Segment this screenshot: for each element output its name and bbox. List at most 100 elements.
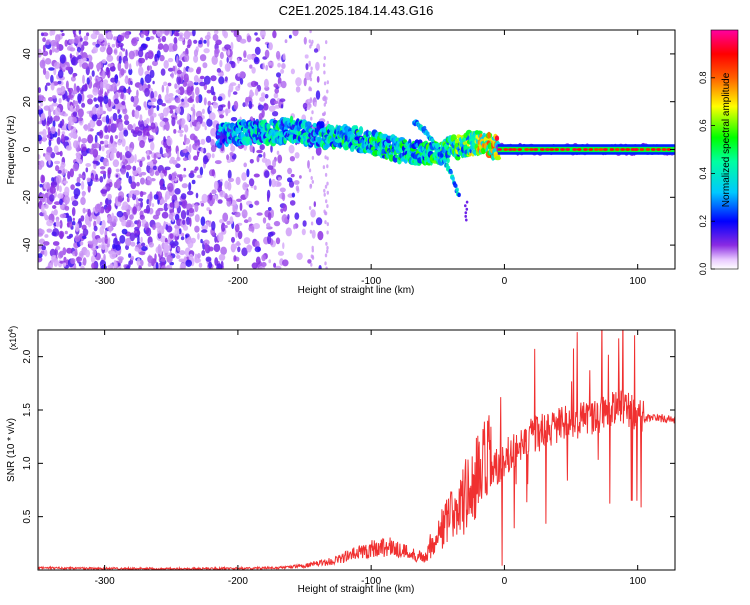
noise-blob [164, 244, 170, 253]
noise-blob [80, 196, 86, 206]
noise-blob [55, 165, 60, 172]
noise-blob [116, 178, 122, 186]
noise-blob [94, 77, 102, 82]
noise-blob [70, 258, 76, 265]
noise-blob [232, 91, 238, 95]
noise-blob [43, 249, 48, 257]
noise-blob [267, 194, 270, 203]
noise-blob [178, 250, 186, 256]
noise-blob [249, 144, 254, 153]
noise-blob [70, 104, 73, 113]
noise-blob [57, 193, 64, 199]
noise-blob [254, 200, 260, 206]
noise-blob [317, 230, 324, 241]
noise-blob [307, 160, 310, 169]
noise-blob [170, 156, 175, 161]
noise-blob [136, 181, 140, 187]
noise-blob [188, 253, 194, 262]
noise-blob [315, 146, 322, 156]
noise-blob [194, 225, 200, 233]
noise-blob [130, 241, 136, 247]
noise-blob [267, 234, 272, 245]
spectrogram-x-tick-label: -300 [95, 276, 115, 287]
noise-blob [103, 253, 106, 261]
noise-blob [48, 108, 52, 118]
noise-blob [42, 50, 49, 57]
noise-blob [112, 159, 120, 168]
noise-blob [107, 63, 114, 67]
noise-blob [125, 265, 130, 269]
noise-blob [140, 177, 145, 185]
noise-blob [49, 194, 55, 202]
spectrogram-x-axis-label: Height of straight line (km) [298, 285, 415, 296]
noise-blob [76, 46, 81, 53]
noise-blob [43, 210, 47, 219]
noise-blob [47, 115, 53, 125]
noise-blob [54, 107, 61, 117]
noise-blob [324, 172, 328, 177]
noise-blob [56, 136, 61, 145]
noise-blob [256, 155, 260, 163]
noise-blob [315, 61, 320, 71]
carrier-peak [603, 148, 608, 151]
noise-blob [210, 85, 215, 96]
noise-blob [295, 86, 301, 93]
noise-blob [53, 209, 58, 216]
noise-blob [202, 62, 208, 69]
noise-blob [55, 175, 62, 184]
noise-blob [212, 95, 217, 102]
noise-blob [116, 151, 121, 159]
snr-x-axis: -300 -200 -100 0 100 [95, 330, 646, 587]
noise-blob [39, 59, 46, 69]
noise-blob [184, 134, 187, 143]
noise-blob [214, 49, 219, 58]
noise-blob [125, 88, 132, 94]
noise-blob [109, 65, 116, 72]
noise-blob [153, 153, 157, 160]
noise-blob [230, 41, 234, 51]
noise-blob [237, 246, 241, 253]
noise-blob [49, 49, 53, 56]
noise-blob [188, 154, 192, 161]
noise-blob [211, 221, 216, 231]
noise-blob [155, 209, 161, 217]
noise-blob [254, 32, 258, 36]
noise-blob [239, 38, 247, 44]
snr-y-tick-label: 1.0 [22, 456, 33, 470]
noise-blob [42, 32, 49, 37]
noise-blob [219, 51, 224, 60]
noise-blob [146, 132, 150, 137]
noise-blob [45, 70, 50, 80]
noise-blob [287, 214, 290, 220]
noise-blob [171, 72, 174, 79]
noise-blob [87, 208, 91, 217]
noise-blob [277, 177, 282, 181]
noise-blob [185, 234, 188, 239]
noise-blob [113, 36, 117, 41]
noise-blob [169, 202, 175, 208]
noise-blob [230, 30, 235, 33]
noise-blob [59, 213, 67, 219]
noise-blob [194, 214, 200, 223]
noise-blob [89, 119, 96, 128]
noise-blob [190, 237, 196, 244]
noise-blob [324, 220, 327, 225]
noise-blob [233, 100, 239, 110]
noise-blob [212, 102, 219, 109]
noise-blob [218, 253, 226, 261]
noise-blob [326, 164, 329, 169]
noise-blob [44, 197, 48, 204]
noise-blob [153, 165, 157, 171]
noise-blob [117, 61, 122, 72]
noise-blob [73, 83, 77, 92]
noise-blob [46, 182, 51, 190]
noise-blob [311, 255, 315, 260]
noise-blob [197, 233, 200, 240]
noise-blob [192, 30, 196, 37]
signal-blob [305, 121, 312, 127]
noise-blob [109, 221, 117, 227]
noise-blob [217, 199, 223, 204]
noise-blob [248, 178, 255, 187]
noise-blob [48, 97, 54, 102]
